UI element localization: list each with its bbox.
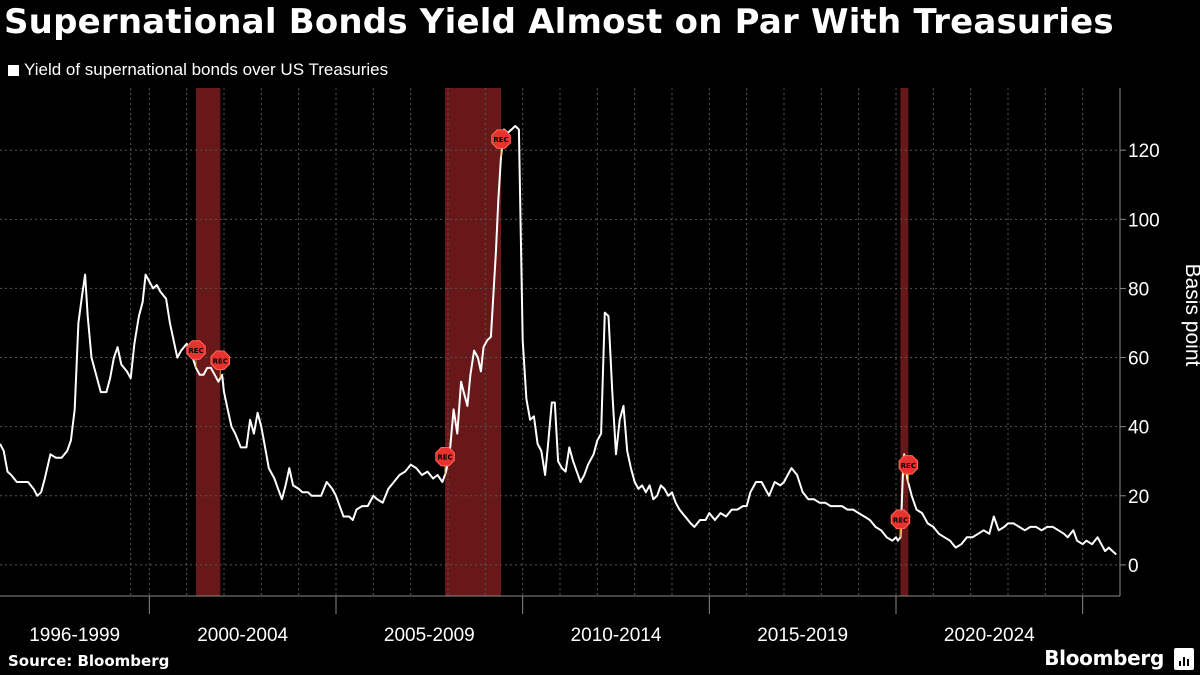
- series-line: [0, 125, 1117, 556]
- svg-text:REC: REC: [188, 347, 203, 355]
- recession-marker-6: REC: [898, 455, 919, 483]
- y-tick-label-60: 60: [1128, 349, 1149, 370]
- recession-bands: [196, 88, 909, 596]
- x-tick-label-3: 2010-2014: [571, 625, 662, 646]
- svg-text:REC: REC: [437, 454, 452, 462]
- recession-band-2: [445, 88, 502, 596]
- recession-markers: REC REC REC REC REC REC: [186, 129, 919, 538]
- y-tick-label-120: 120: [1128, 141, 1160, 162]
- source-note: Source: Bloomberg: [8, 652, 170, 670]
- y-tick-label-20: 20: [1128, 487, 1149, 508]
- vertical-gridlines: [130, 88, 1084, 596]
- svg-text:REC: REC: [213, 357, 228, 365]
- x-tick-label-0: 1996-1999: [29, 625, 120, 646]
- x-tick-label-4: 2015-2019: [757, 625, 848, 646]
- y-tick-label-40: 40: [1128, 418, 1149, 439]
- recession-marker-2: REC: [210, 350, 230, 379]
- y-tick-label-80: 80: [1128, 279, 1149, 300]
- y-tick-label-100: 100: [1128, 210, 1160, 231]
- bloomberg-logo: Bloomberg: [1044, 646, 1164, 670]
- bloomberg-terminal-icon: [1174, 648, 1194, 670]
- x-tick-label-2: 2005-2009: [384, 625, 475, 646]
- recession-marker-5: REC: [890, 509, 911, 538]
- recession-marker-4: REC: [491, 129, 511, 158]
- recession-marker-3: REC: [435, 447, 455, 475]
- y-tick-label-0: 0: [1128, 556, 1139, 577]
- svg-text:REC: REC: [493, 136, 508, 144]
- legend-swatch: [8, 64, 19, 76]
- y-axis-label: Basis point: [1181, 264, 1200, 367]
- x-tick-label-5: 2020-2024: [944, 625, 1035, 646]
- y-tick-labels: 0 20 40 60 80 100 120: [1128, 141, 1160, 577]
- legend: Yield of supernational bonds over US Tre…: [8, 60, 388, 80]
- x-tick-labels: 1996-1999 2000-2004 2005-2009 2010-2014 2015…: [29, 625, 1035, 646]
- svg-text:REC: REC: [901, 462, 916, 470]
- x-tick-label-1: 2000-2004: [197, 625, 288, 646]
- legend-label: Yield of supernational bonds over US Tre…: [24, 60, 389, 79]
- horizontal-gridlines: [0, 149, 1126, 566]
- recession-marker-1: REC: [186, 340, 206, 368]
- chart-title: Supernational Bonds Yield Almost on Par …: [4, 2, 1114, 42]
- svg-text:REC: REC: [893, 516, 908, 524]
- recession-band-3: [900, 88, 909, 596]
- x-tick-separators: [148, 596, 1084, 614]
